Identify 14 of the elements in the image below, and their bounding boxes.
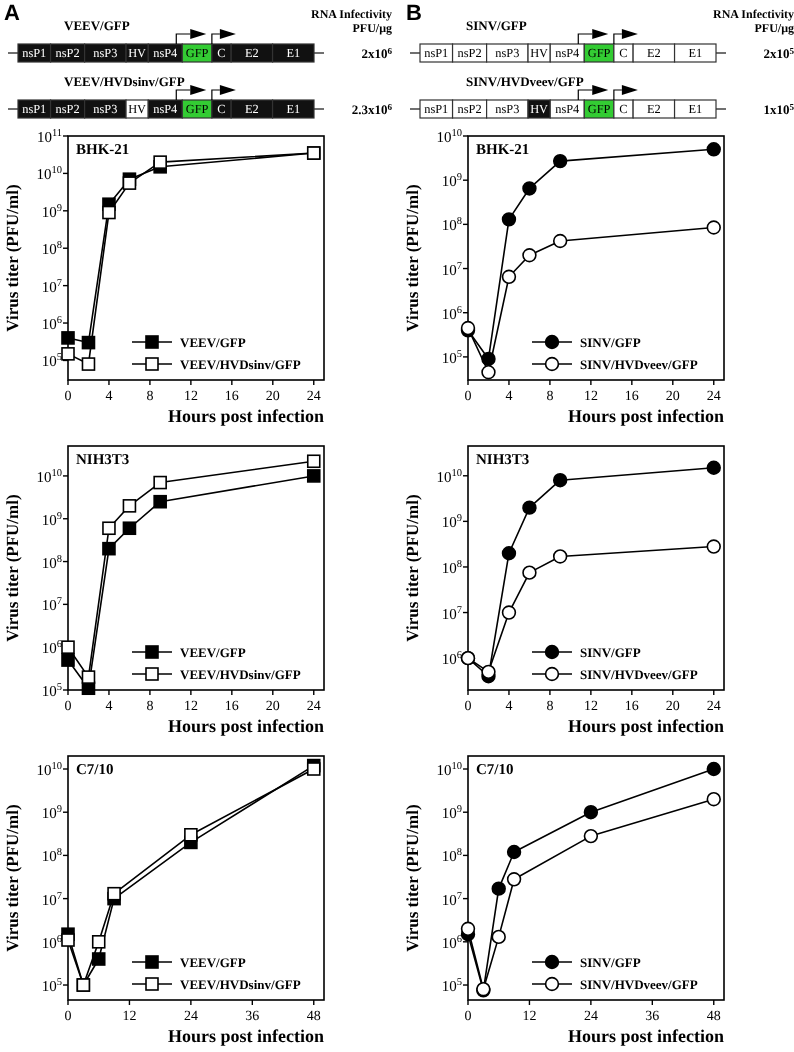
x-axis-title: Hours post infection	[567, 406, 724, 426]
x-axis-title: Hours post infection	[167, 716, 324, 736]
x-axis-title: Hours post infection	[567, 716, 724, 736]
y-axis-title: Virus titer (PFU/ml)	[2, 494, 22, 642]
x-axis-title: Hours post infection	[167, 406, 324, 426]
x-axis-title: Hours post infection	[167, 1026, 324, 1046]
y-axis-title: Virus titer (PFU/ml)	[2, 804, 22, 952]
y-axis-title: Virus titer (PFU/ml)	[2, 184, 22, 332]
y-axis-title: Virus titer (PFU/ml)	[402, 804, 422, 952]
y-axis-title: Virus titer (PFU/ml)	[402, 184, 422, 332]
y-axis-title: Virus titer (PFU/ml)	[402, 494, 422, 642]
chart-title: A	[4, 2, 20, 26]
chart-title: B	[406, 2, 422, 26]
x-axis-title: Hours post infection	[567, 1026, 724, 1046]
